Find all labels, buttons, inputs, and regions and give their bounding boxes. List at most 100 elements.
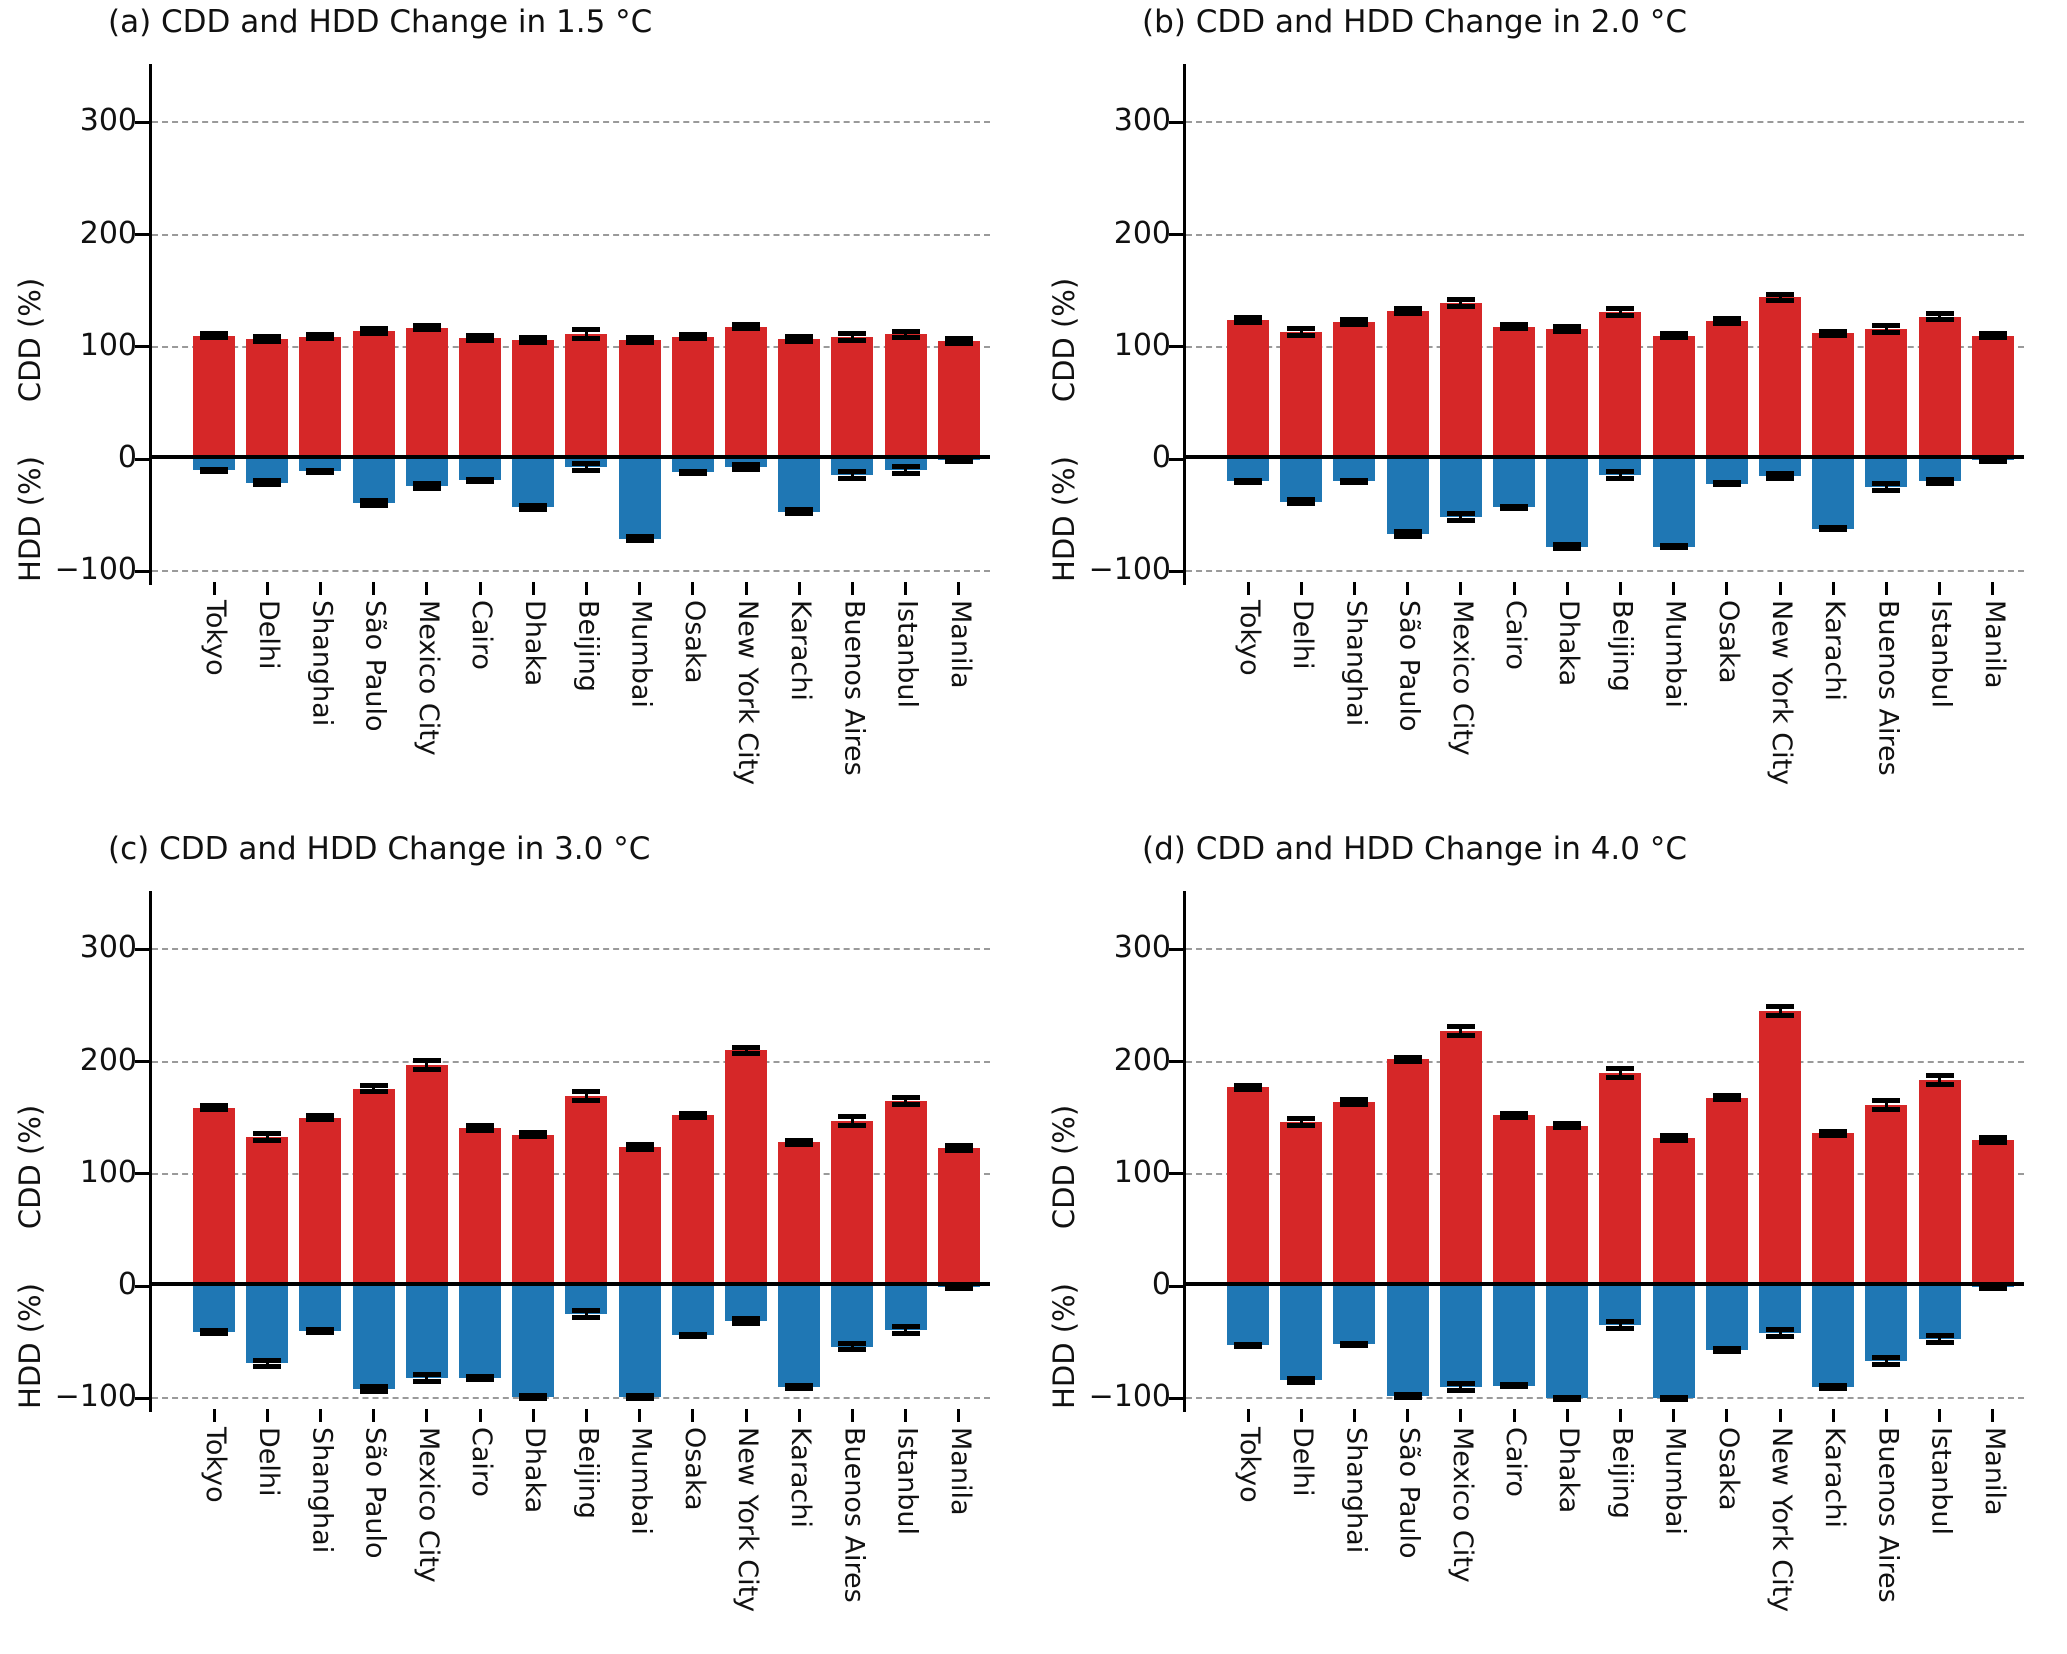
errorbar-cap <box>625 538 654 544</box>
x-tick-mark <box>425 1409 429 1422</box>
bar-hdd-Tokyo <box>193 459 235 471</box>
errorbar-cap <box>1766 475 1794 481</box>
errorbar-cap <box>838 475 867 481</box>
x-tick-label-Beijing: Beijing <box>1606 600 1638 692</box>
errorbar-cap <box>838 468 867 474</box>
x-tick-label-Osaka: Osaka <box>678 1427 710 1511</box>
errorbar-cap <box>891 1330 920 1336</box>
bar-cdd-Istanbul <box>884 1100 927 1286</box>
errorbar-line <box>1459 299 1463 307</box>
y-tick-label: 300 <box>79 103 137 139</box>
y-tick-mark <box>135 1396 149 1400</box>
bar-cdd-Manila <box>937 1147 980 1286</box>
errorbar-cap <box>572 1314 601 1320</box>
x-tick-label-Buenos Aires: Buenos Aires <box>1872 600 1904 776</box>
errorbar-cap <box>1659 1133 1688 1139</box>
errorbar-cap <box>572 460 601 466</box>
x-tick-mark <box>1246 1409 1250 1422</box>
x-tick-mark <box>212 582 216 595</box>
errorbar-cap <box>1819 1385 1848 1391</box>
bar-hdd-São Paulo <box>1386 459 1429 535</box>
x-tick-label-Dhaka: Dhaka <box>1553 1427 1585 1514</box>
bar-cdd-Dhaka <box>512 340 555 459</box>
errorbar-cap <box>1712 482 1741 488</box>
errorbar-cap <box>1446 297 1475 303</box>
errorbar-cap <box>1393 533 1422 539</box>
errorbar-cap <box>625 533 654 539</box>
y-tick-label: 200 <box>79 1042 137 1078</box>
x-tick-mark <box>1299 1409 1303 1422</box>
bar-hdd-Cairo <box>1493 459 1535 508</box>
bar-cdd-Buenos Aires <box>1865 328 1908 459</box>
errorbar-cap <box>678 1110 707 1116</box>
errorbar-line <box>1459 1026 1463 1036</box>
errorbar-line <box>265 1133 269 1141</box>
errorbar-cap <box>1978 1285 2007 1291</box>
errorbar-cap <box>572 336 601 342</box>
x-tick-label-Cairo: Cairo <box>466 1427 497 1497</box>
bar-hdd-Cairo <box>459 1286 501 1378</box>
errorbar-cap <box>1287 333 1316 339</box>
bar-cdd-Cairo <box>1493 326 1535 459</box>
errorbar-cap <box>944 1147 973 1153</box>
errorbar-cap <box>1553 546 1582 552</box>
bar-cdd-Mexico City <box>405 1064 448 1286</box>
errorbar-cap <box>1340 1342 1369 1348</box>
x-tick-mark <box>1884 582 1888 595</box>
errorbar-cap <box>1766 1004 1794 1010</box>
errorbar-cap <box>944 458 973 464</box>
y-tick-mark <box>1169 1172 1183 1176</box>
errorbar-cap <box>891 328 920 334</box>
errorbar-cap <box>891 1101 920 1107</box>
errorbar-cap <box>1340 1101 1369 1107</box>
errorbar-cap <box>1925 1332 1954 1338</box>
errorbar-cap <box>1500 1384 1528 1390</box>
errorbar-cap <box>412 481 441 487</box>
x-tick-mark <box>1352 1409 1356 1422</box>
errorbar-cap <box>1872 1362 1901 1368</box>
x-tick-mark <box>1352 582 1356 595</box>
errorbar-cap <box>572 467 601 473</box>
errorbar-line <box>1938 1335 1942 1343</box>
errorbar-cap <box>572 327 601 333</box>
bar-hdd-Tokyo <box>1227 459 1269 482</box>
bar-hdd-São Paulo <box>352 459 395 503</box>
errorbar-cap <box>1925 317 1954 323</box>
errorbar-line <box>1618 1068 1622 1078</box>
errorbar-cap <box>1712 1092 1741 1098</box>
x-tick-mark <box>531 582 535 595</box>
bar-hdd-Istanbul <box>884 1286 927 1330</box>
errorbar-cap <box>1287 496 1316 502</box>
errorbar-cap <box>412 322 441 328</box>
errorbar-cap <box>838 1347 867 1353</box>
x-tick-label-Mexico City: Mexico City <box>1446 1427 1478 1583</box>
y-tick-label: −100 <box>54 552 137 588</box>
errorbar-line <box>1938 313 1942 320</box>
errorbar-cap <box>1712 1097 1741 1103</box>
x-tick-mark <box>1512 1409 1516 1422</box>
errorbar-line <box>584 329 588 339</box>
bar-cdd-Buenos Aires <box>1865 1105 1908 1286</box>
errorbar-cap <box>306 336 335 342</box>
x-tick-mark <box>850 582 854 595</box>
errorbar-cap <box>1287 1123 1316 1129</box>
bar-hdd-Mexico City <box>1439 459 1482 518</box>
bar-hdd-Istanbul <box>1918 1286 1961 1339</box>
x-tick-mark <box>691 582 695 595</box>
errorbar-cap <box>306 1329 335 1335</box>
bar-cdd-São Paulo <box>352 331 395 459</box>
bar-hdd-Osaka <box>1705 1286 1748 1350</box>
errorbar-cap <box>1766 291 1794 297</box>
errorbar-line <box>425 1374 429 1382</box>
x-tick-label-Karachi: Karachi <box>785 600 817 701</box>
errorbar-line <box>850 1116 854 1126</box>
errorbar-cap <box>1553 1125 1582 1131</box>
errorbar-line <box>425 1060 429 1070</box>
y-tick-mark <box>1169 947 1183 951</box>
x-tick-label-Mumbai: Mumbai <box>625 1427 657 1535</box>
errorbar-cap <box>625 1395 654 1401</box>
errorbar-line <box>1884 325 1888 333</box>
errorbar-cap <box>1978 330 2007 336</box>
bar-hdd-Shanghai <box>1333 459 1376 482</box>
errorbar-line <box>904 1326 908 1334</box>
